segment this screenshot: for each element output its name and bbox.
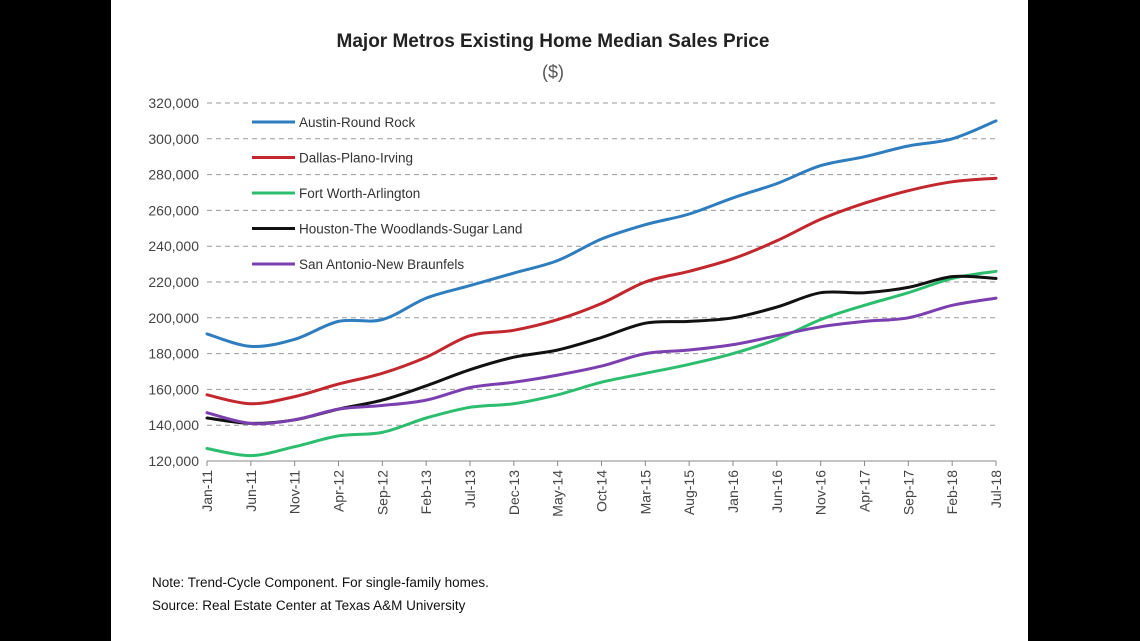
legend: Austin-Round Rock Dallas-Plano-Irving Fort… [252, 115, 522, 272]
x-tick-label: Apr-17 [857, 470, 873, 512]
y-tick-label: 140,000 [148, 417, 199, 433]
x-tick-label: Jun-11 [243, 470, 259, 512]
y-axis: 120,000 140,000 160,000 180,000 200,000 220,0… [148, 95, 199, 469]
x-tick-label: Jan-16 [725, 470, 741, 513]
legend-label: San Antonio-New Braunfels [299, 257, 464, 272]
x-tick-label: Sep-17 [900, 470, 916, 515]
x-tick-label: Feb-13 [418, 470, 434, 515]
note-text: Note: Trend-Cycle Component. For single-… [152, 575, 489, 590]
series-line [205, 274, 998, 425]
chart-panel: Major Metros Existing Home Median Sales … [111, 0, 1028, 641]
x-tick-label: Mar-15 [637, 470, 653, 515]
chart-title: Major Metros Existing Home Median Sales … [337, 31, 770, 52]
y-tick-label: 260,000 [148, 202, 199, 218]
y-tick-label: 300,000 [148, 131, 199, 147]
x-tick-label: Jul-18 [988, 470, 1004, 508]
x-tick-label: Jan-11 [199, 470, 215, 512]
y-tick-label: 180,000 [148, 346, 199, 362]
y-tick-label: 120,000 [148, 453, 199, 469]
legend-label: Dallas-Plano-Irving [299, 151, 413, 166]
series-line [205, 296, 998, 426]
line-chart: Major Metros Existing Home Median Sales … [148, 31, 1004, 613]
x-tick-label: Jun-16 [769, 470, 785, 513]
x-tick-label: May-14 [550, 470, 566, 517]
series-line [205, 119, 998, 349]
x-tick-label: Sep-12 [374, 470, 390, 515]
series-line [205, 269, 998, 458]
x-axis: Jan-11 Jun-11 Nov-11 Apr-12 Sep-12 Feb-13 Jul-… [199, 460, 1004, 517]
y-tick-label: 240,000 [148, 238, 199, 254]
series-lines [205, 119, 998, 458]
legend-label: Houston-The Woodlands-Sugar Land [299, 222, 522, 237]
x-tick-label: Oct-14 [594, 470, 610, 512]
y-tick-label: 200,000 [148, 310, 199, 326]
x-tick-label: Nov-11 [287, 470, 303, 514]
y-tick-label: 320,000 [148, 95, 199, 111]
x-tick-label: Aug-15 [681, 470, 697, 515]
y-tick-label: 280,000 [148, 167, 199, 183]
grid-lines [207, 102, 996, 426]
x-tick-label: Apr-12 [331, 470, 347, 512]
y-tick-label: 220,000 [148, 274, 199, 290]
x-tick-label: Dec-13 [506, 470, 522, 515]
y-tick-label: 160,000 [148, 381, 199, 397]
x-tick-label: Jul-13 [462, 470, 478, 508]
source-text: Source: Real Estate Center at Texas A&M … [152, 598, 466, 613]
chart-subtitle: ($) [542, 62, 564, 82]
x-tick-label: Nov-16 [813, 470, 829, 515]
x-tick-label: Feb-18 [944, 470, 960, 515]
legend-label: Fort Worth-Arlington [299, 186, 420, 201]
series-line [205, 176, 998, 406]
legend-label: Austin-Round Rock [299, 115, 416, 130]
